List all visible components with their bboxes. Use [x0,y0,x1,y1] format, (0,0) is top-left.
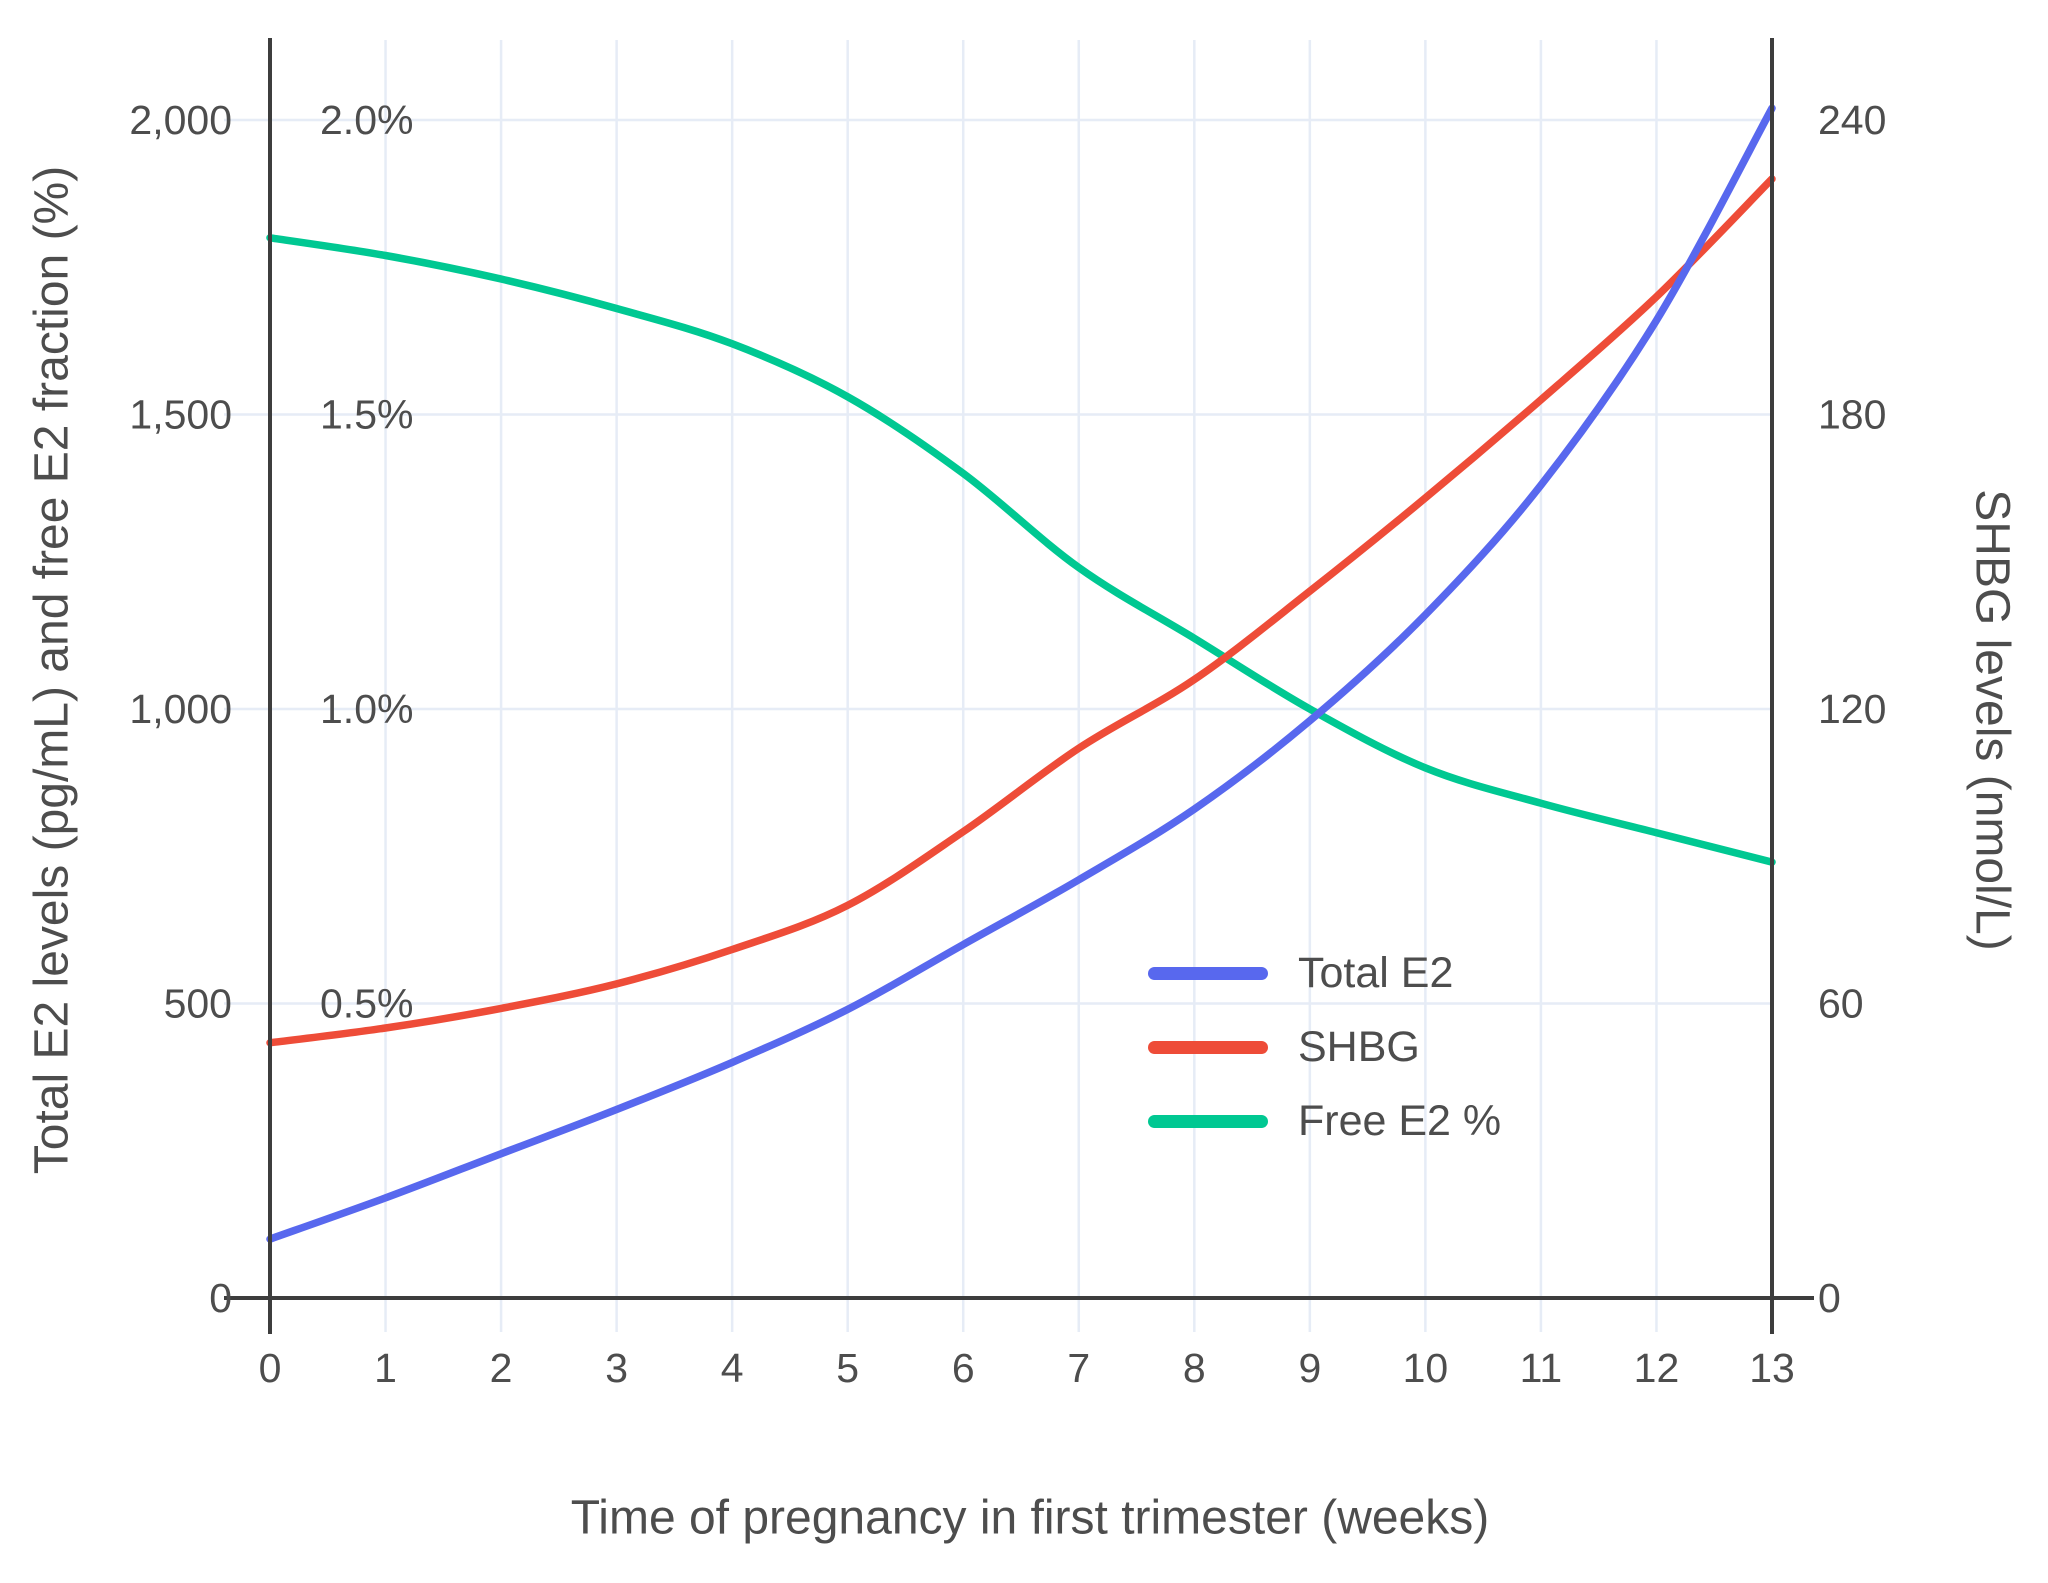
y-tick-label-right: 60 [1818,981,1864,1027]
x-tick-label: 4 [721,1345,744,1391]
y-tick-label-left: 1,500 [129,392,232,438]
x-tick-label: 5 [836,1345,859,1391]
legend-label-shbg: SHBG [1298,1022,1420,1071]
series-line-total-e2 [266,104,1776,1243]
y-tick-label-left: 2,000 [129,97,232,143]
x-tick-label: 0 [259,1345,282,1391]
y-tick-label-right: 240 [1818,97,1886,143]
y-tick-label-left: 0 [209,1275,232,1321]
x-tick-label: 6 [952,1345,975,1391]
y-tick-label-percent: 0.5% [320,981,413,1027]
y-tick-label-right: 180 [1818,392,1886,438]
x-axis-title: Time of pregnancy in first trimester (we… [570,1491,1490,1545]
legend-item-shbg[interactable]: SHBG [1148,1010,1501,1084]
legend-label-total-e2: Total E2 [1298,948,1454,997]
x-tick-label: 12 [1634,1345,1680,1391]
x-tick-label: 1 [374,1345,397,1391]
y-tick-label-left: 500 [164,981,232,1027]
x-tick-label: 3 [605,1345,628,1391]
legend-label-free-e2: Free E2 % [1298,1096,1502,1145]
legend-swatch-free-e2 [1148,1114,1268,1128]
legend-item-free-e2[interactable]: Free E2 % [1148,1084,1501,1158]
x-tick-label: 7 [1067,1345,1090,1391]
x-tick-label: 8 [1183,1345,1206,1391]
x-tick-label: 10 [1403,1345,1449,1391]
x-tick-label: 11 [1520,1345,1563,1391]
legend-item-total-e2[interactable]: Total E2 [1148,936,1501,1010]
legend-swatch-shbg [1148,1040,1268,1054]
x-tick-label: 13 [1749,1345,1795,1391]
x-tick-label: 2 [490,1345,513,1391]
legend: Total E2 SHBG Free E2 % [1148,936,1501,1158]
y-tick-label-right: 120 [1818,686,1886,732]
series-line-shbg [266,175,1776,1047]
y-tick-label-percent: 1.5% [320,392,413,438]
x-tick-label: 9 [1298,1345,1321,1391]
y-tick-label-percent: 1.0% [320,686,413,732]
left-axis-title: Total E2 levels (pg/mL) and free E2 frac… [25,165,79,1175]
legend-swatch-total-e2 [1148,966,1268,980]
series-line-free-e2- [266,234,1776,866]
y-tick-label-percent: 2.0% [320,97,413,143]
y-tick-label-right: 0 [1818,1275,1841,1321]
right-axis-title: SHBG levels (nmol/L) [1965,489,2019,951]
y-tick-label-left: 1,000 [129,686,232,732]
